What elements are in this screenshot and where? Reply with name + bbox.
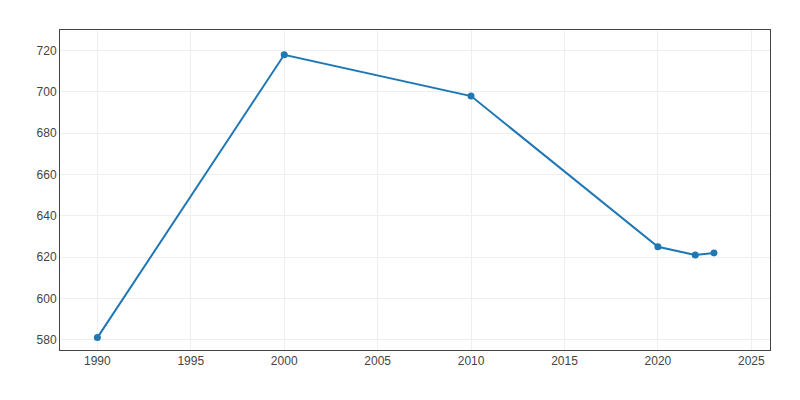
svg-text:2025: 2025 bbox=[738, 354, 765, 368]
svg-text:2015: 2015 bbox=[551, 354, 578, 368]
svg-text:700: 700 bbox=[37, 85, 57, 99]
svg-text:600: 600 bbox=[37, 292, 57, 306]
svg-text:2000: 2000 bbox=[271, 354, 298, 368]
svg-text:1995: 1995 bbox=[177, 354, 204, 368]
svg-text:2010: 2010 bbox=[458, 354, 485, 368]
svg-text:2020: 2020 bbox=[645, 354, 672, 368]
svg-text:1990: 1990 bbox=[84, 354, 111, 368]
svg-text:660: 660 bbox=[37, 168, 57, 182]
svg-text:620: 620 bbox=[37, 250, 57, 264]
svg-text:720: 720 bbox=[37, 44, 57, 58]
svg-text:2005: 2005 bbox=[364, 354, 391, 368]
svg-text:640: 640 bbox=[37, 209, 57, 223]
svg-text:680: 680 bbox=[37, 126, 57, 140]
svg-text:580: 580 bbox=[37, 333, 57, 347]
